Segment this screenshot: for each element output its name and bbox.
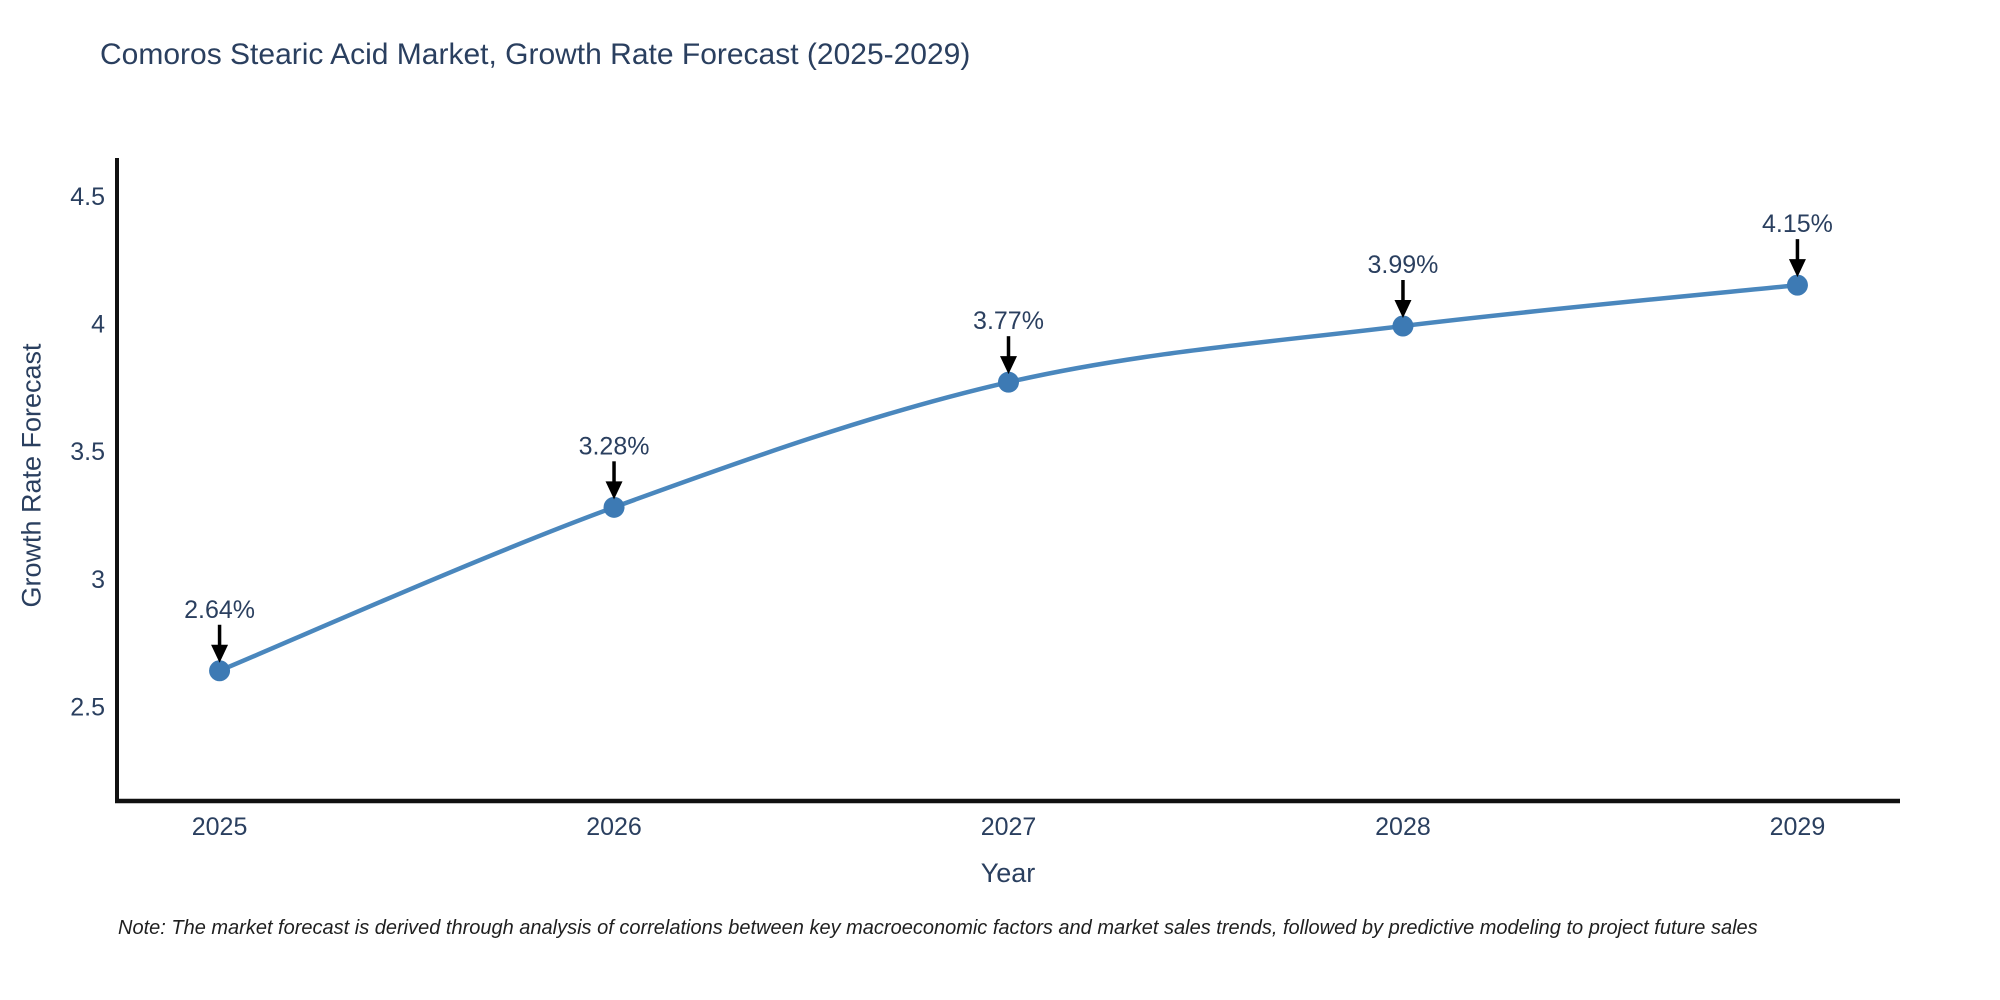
y-tick-label: 3.5 — [70, 438, 105, 466]
y-tick-label: 4.5 — [70, 183, 105, 211]
annotation-label: 4.15% — [1762, 210, 1833, 238]
annotation-label: 3.77% — [973, 307, 1044, 335]
y-tick-label: 3 — [91, 566, 105, 594]
x-tick-label: 2028 — [1375, 813, 1431, 841]
annotation-arrowhead — [1000, 356, 1017, 375]
x-tick-label: 2029 — [1770, 813, 1826, 841]
data-point-2028[interactable] — [1392, 315, 1414, 337]
annotation-label: 3.99% — [1368, 251, 1439, 279]
footnote: Note: The market forecast is derived thr… — [118, 917, 1758, 939]
annotation-arrowhead — [211, 644, 229, 663]
chart-title: Comoros Stearic Acid Market, Growth Rate… — [100, 38, 971, 71]
data-point-2025[interactable] — [209, 660, 231, 682]
x-tick-label: 2027 — [981, 813, 1037, 841]
data-point-2026[interactable] — [603, 496, 625, 518]
x-tick-label: 2026 — [586, 813, 642, 841]
annotation-arrowhead — [1788, 259, 1806, 278]
data-point-2029[interactable] — [1786, 274, 1808, 296]
x-tick-label: 2025 — [192, 813, 248, 841]
annotation-arrowhead — [605, 481, 623, 500]
annotation-label: 3.28% — [579, 432, 650, 460]
annotation-arrowhead — [1394, 299, 1412, 318]
annotation-label: 2.64% — [184, 596, 255, 624]
y-tick-label: 2.5 — [70, 694, 105, 722]
data-point-2027[interactable] — [998, 371, 1019, 393]
x-axis-title: Year — [980, 858, 1036, 888]
y-tick-label: 4 — [91, 310, 105, 338]
